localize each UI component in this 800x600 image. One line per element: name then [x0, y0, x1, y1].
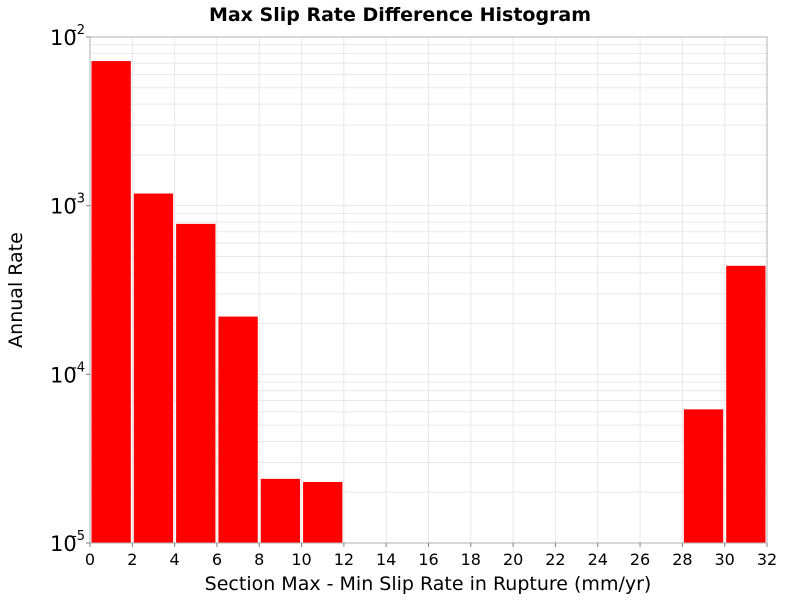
x-tick-label: 18: [461, 550, 481, 569]
bar-0: [91, 61, 131, 543]
x-axis-label: Section Max - Min Slip Rate in Rupture (…: [205, 573, 652, 595]
x-tick-label: 2: [127, 550, 137, 569]
y-tick-label-exponent: -4: [72, 360, 85, 375]
y-tick-label-exponent: -2: [72, 23, 85, 38]
x-axis-ticks: 0 2 4 6 8 10 12 14 16 18 20 22 24 26 28 30 32: [85, 543, 777, 569]
x-tick-label: 6: [212, 550, 222, 569]
x-tick-label: 26: [630, 550, 650, 569]
x-tick-label: 12: [334, 550, 354, 569]
x-tick-label: 24: [588, 550, 608, 569]
y-tick-label-exponent: -5: [72, 529, 85, 544]
y-tick-label-base: 10: [50, 532, 77, 556]
x-tick-label: 10: [291, 550, 311, 569]
x-tick-label: 8: [254, 550, 264, 569]
y-tick-label-base: 10: [50, 363, 77, 387]
bar-4: [260, 478, 301, 543]
x-tick-label: 4: [170, 550, 180, 569]
chart-title: Max Slip Rate Difference Histogram: [209, 4, 591, 26]
x-tick-label: 16: [418, 550, 438, 569]
bars: [91, 61, 766, 544]
y-tick-label-base: 10: [50, 26, 77, 50]
x-tick-label: 20: [503, 550, 523, 569]
y-axis-label: Annual Rate: [5, 232, 27, 348]
x-tick-label: 30: [715, 550, 735, 569]
y-tick-label-base: 10: [50, 195, 77, 219]
bar-6: [683, 409, 724, 543]
x-tick-label: 28: [672, 550, 692, 569]
x-tick-label: 14: [376, 550, 396, 569]
x-tick-label: 32: [757, 550, 777, 569]
bar-3: [218, 316, 258, 543]
x-tick-label: 0: [85, 550, 95, 569]
bar-1: [133, 193, 174, 543]
bar-2: [176, 223, 216, 544]
bar-7: [726, 265, 766, 543]
y-tick-label-exponent: -3: [72, 192, 85, 207]
x-tick-label: 22: [545, 550, 565, 569]
bar-5: [303, 481, 343, 543]
y-axis-ticks: 10-510-410-310-2: [50, 23, 90, 556]
